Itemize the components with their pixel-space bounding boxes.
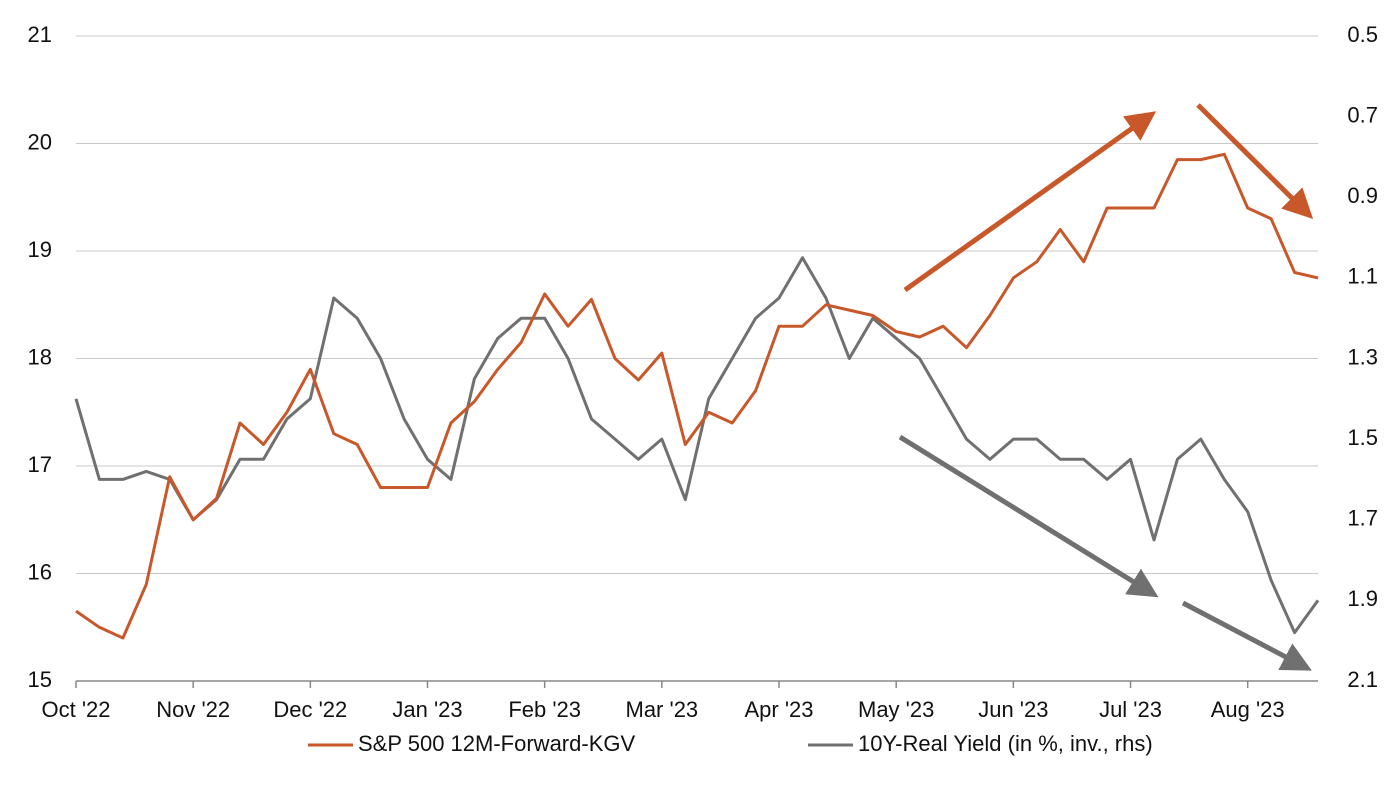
y-tick-label: 18 xyxy=(28,344,52,369)
x-tick-label: Jan '23 xyxy=(392,697,462,722)
plot-area: 15 16 17 18 19 20 21 2.1 1.9 1.7 1.5 1.3 1.1 0.9 0.7 0.… xyxy=(28,22,1378,722)
y2-tick-label: 0.5 xyxy=(1347,22,1378,47)
y2-tick-label: 1.9 xyxy=(1347,586,1378,611)
legend-label: S&P 500 12M-Forward-KGV xyxy=(358,731,635,756)
x-tick-label: Aug '23 xyxy=(1211,697,1285,722)
x-tick-label: Jul '23 xyxy=(1099,697,1162,722)
legend-label: 10Y-Real Yield (in %, inv., rhs) xyxy=(858,731,1153,756)
y2-tick-label: 0.9 xyxy=(1347,183,1378,208)
y-tick-label: 19 xyxy=(28,237,52,262)
x-tick-label: Dec '22 xyxy=(273,697,347,722)
trend-arrow xyxy=(898,434,1159,598)
y-tick-label: 15 xyxy=(28,667,52,692)
x-tick-label: May '23 xyxy=(858,697,934,722)
y-tick-label: 16 xyxy=(28,559,52,584)
y2-tick-label: 1.7 xyxy=(1347,506,1378,531)
y2-tick-label: 1.1 xyxy=(1347,264,1378,289)
y-tick-label: 20 xyxy=(28,129,52,154)
y-tick-label: 17 xyxy=(28,452,52,477)
x-tick-label: Mar '23 xyxy=(626,697,699,722)
x-tick-label: Feb '23 xyxy=(508,697,581,722)
trend-arrow xyxy=(1196,103,1314,220)
y2-tick-label: 0.7 xyxy=(1347,102,1378,127)
trend-arrow xyxy=(1181,600,1312,671)
y2-tick-label: 2.1 xyxy=(1347,667,1378,692)
y-tick-label: 21 xyxy=(28,22,52,47)
x-tick-label: Oct '22 xyxy=(41,697,110,722)
trend-arrow xyxy=(903,111,1157,293)
y2-tick-label: 1.5 xyxy=(1347,425,1378,450)
series-line xyxy=(75,152,1319,640)
x-tick-label: Apr '23 xyxy=(745,697,814,722)
x-tick-label: Jun '23 xyxy=(978,697,1048,722)
x-tick-label: Nov '22 xyxy=(156,697,230,722)
y2-tick-label: 1.3 xyxy=(1347,344,1378,369)
series-line xyxy=(74,256,1320,635)
